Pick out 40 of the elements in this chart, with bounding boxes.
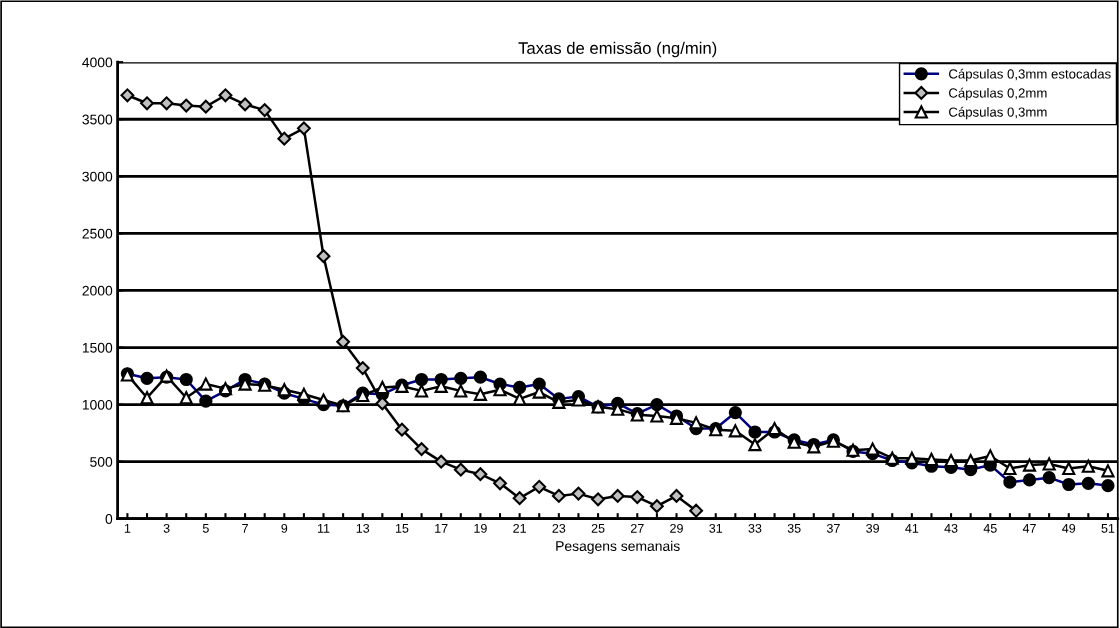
x-tick-label: 51 (1101, 524, 1115, 533)
y-tick-label: 500 (90, 456, 113, 467)
x-tick-label: 17 (435, 524, 448, 533)
x-tick-label: 11 (317, 524, 330, 533)
y-tick-label: 2500 (82, 228, 113, 239)
x-tick-label: 33 (748, 523, 762, 533)
x-tick-label: 39 (866, 523, 879, 533)
x-tick-label: 49 (1062, 523, 1076, 533)
x-tick-label: 9 (281, 523, 288, 533)
y-tick-label: 1500 (82, 342, 113, 353)
y-tick-label: 4000 (82, 57, 113, 68)
y-tick-label: 1000 (82, 399, 113, 410)
y-tick-label: 3500 (82, 114, 113, 125)
x-tick-label: 35 (787, 523, 801, 533)
x-tick-label: 19 (474, 523, 487, 533)
x-tick-label: 31 (709, 523, 723, 533)
x-tick-label: 27 (630, 523, 644, 533)
x-tick-label: 21 (513, 523, 526, 533)
x-tick-label: 29 (670, 523, 683, 533)
x-tick-label: 1 (124, 524, 131, 533)
x-tick-label: 45 (983, 524, 997, 533)
x-tick-label: 5 (202, 524, 209, 533)
x-tick-label: 15 (395, 524, 409, 533)
x-axis-title: Pesagens semanais (556, 540, 680, 554)
chart-title: Taxas de emissão (ng/min) (518, 41, 717, 58)
y-tick-label: 2000 (82, 285, 113, 296)
x-tick-label: 37 (826, 523, 840, 533)
legend-label: Cápsulas 0,3mm (949, 106, 1047, 120)
x-tick-label: 13 (356, 523, 370, 533)
x-tick-label: 25 (591, 523, 605, 533)
y-tick-label: 3000 (82, 171, 113, 182)
x-tick-label: 23 (552, 523, 566, 533)
y-tick-label: 0 (105, 514, 113, 524)
x-tick-label: 3 (163, 523, 170, 533)
legend-label: Cápsulas 0,3mm estocadas (949, 68, 1111, 82)
x-tick-label: 41 (905, 524, 919, 533)
legend-label: Cápsulas 0,2mm (949, 87, 1047, 101)
x-tick-label: 43 (944, 523, 958, 533)
x-tick-label: 47 (1022, 524, 1036, 533)
x-tick-label: 7 (242, 524, 248, 533)
